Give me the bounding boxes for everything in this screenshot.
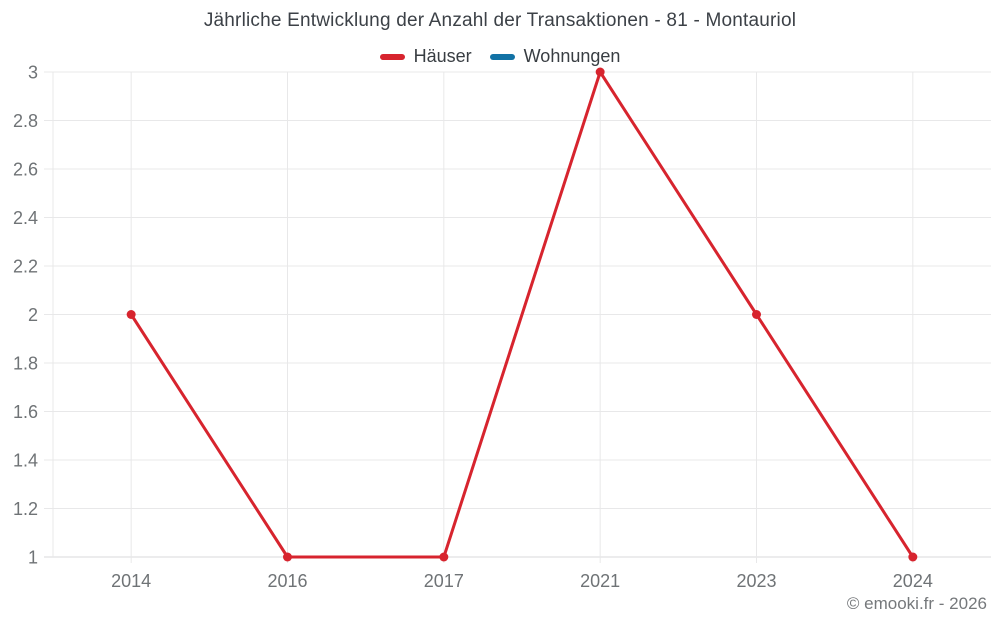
x-tick-label: 2016 — [267, 571, 307, 591]
data-point[interactable] — [439, 552, 449, 562]
copyright-text: © emooki.fr - 2026 — [846, 594, 987, 613]
legend-item-haeuser[interactable]: Häuser — [379, 46, 472, 67]
legend-marker-haeuser-icon — [379, 53, 405, 60]
x-tick-label: 2021 — [580, 571, 620, 591]
x-tick-label: 2023 — [736, 571, 776, 591]
legend-label-haeuser: Häuser — [413, 46, 472, 66]
x-tick-label: 2017 — [424, 571, 464, 591]
y-tick-label: 1.8 — [13, 354, 38, 374]
data-point[interactable] — [126, 310, 136, 319]
y-tick-label: 2.8 — [13, 111, 38, 131]
y-tick-label: 1 — [28, 548, 38, 568]
data-point[interactable] — [283, 552, 292, 562]
legend-item-wohnungen[interactable]: Wohnungen — [489, 46, 621, 67]
y-tick-label: 3 — [28, 63, 38, 83]
data-point[interactable] — [595, 67, 605, 77]
y-tick-label: 2.4 — [13, 208, 38, 228]
legend-marker-wohnungen-icon — [489, 53, 515, 60]
chart-title: Jährliche Entwicklung der Anzahl der Tra… — [203, 10, 797, 31]
chart-legend: Häuser Wohnungen — [0, 46, 1000, 67]
data-point[interactable] — [752, 310, 761, 319]
data-point[interactable] — [908, 552, 918, 562]
x-tick-label: 2024 — [893, 571, 933, 591]
y-tick-label: 1.2 — [13, 499, 38, 519]
legend-label-wohnungen: Wohnungen — [523, 46, 621, 66]
y-tick-label: 2.2 — [13, 257, 38, 277]
y-tick-label: 2.6 — [13, 160, 38, 180]
y-tick-label: 1.4 — [13, 451, 38, 471]
y-tick-label: 1.6 — [13, 402, 38, 422]
y-tick-label: 2 — [28, 305, 38, 325]
series-line — [129, 70, 915, 559]
x-tick-label: 2014 — [111, 571, 151, 591]
